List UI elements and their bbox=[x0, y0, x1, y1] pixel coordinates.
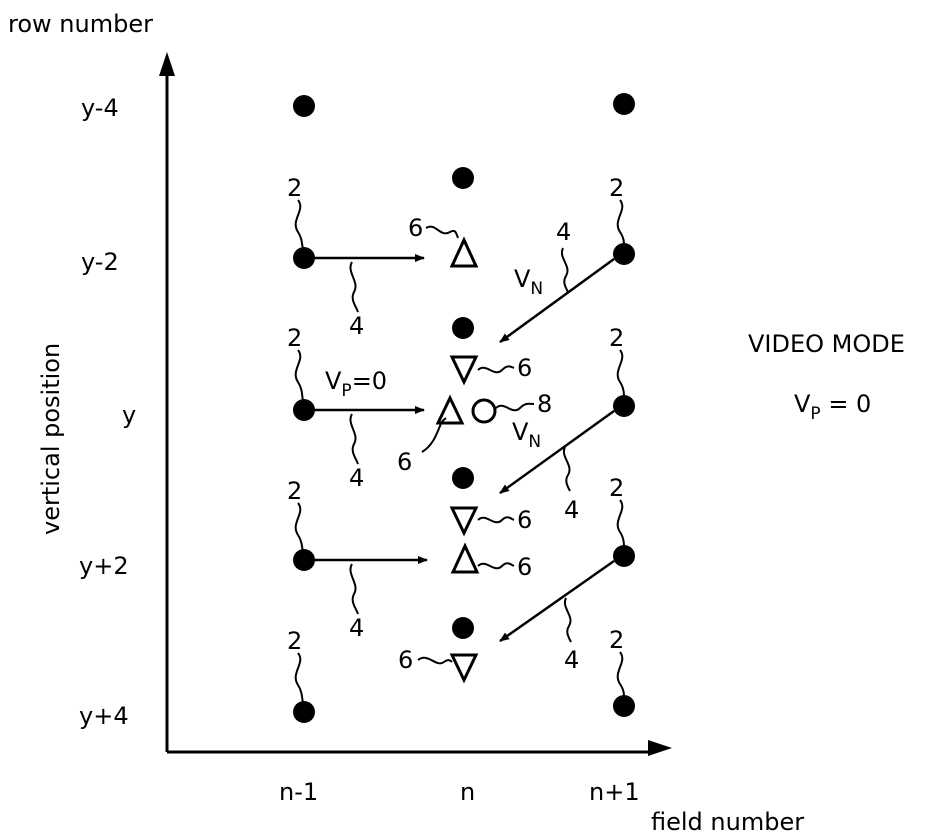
triangle-up-icon bbox=[435, 394, 465, 425]
field-n-1-pixels bbox=[293, 95, 315, 723]
y-axis-arrowhead bbox=[159, 52, 175, 76]
leader-line bbox=[616, 651, 625, 699]
pixel-dot bbox=[613, 695, 635, 717]
row-label-y: y bbox=[122, 401, 136, 429]
ref-numeral-4: 4 bbox=[564, 496, 579, 524]
backward-vector-arrow bbox=[499, 559, 615, 643]
triangle-down-icon bbox=[449, 653, 479, 684]
ref-numeral-2: 2 bbox=[609, 174, 624, 202]
ref-numeral-2: 2 bbox=[287, 324, 302, 352]
leader-line bbox=[349, 413, 359, 465]
ref-numeral-6: 6 bbox=[517, 506, 532, 534]
pixel-dot bbox=[293, 247, 315, 269]
triangle-up-icon bbox=[449, 236, 479, 268]
ref-numeral-2: 2 bbox=[287, 174, 302, 202]
leader-line bbox=[477, 562, 515, 570]
video-mode-title: VIDEO MODE bbox=[748, 330, 905, 358]
ref-numeral-8: 8 bbox=[537, 390, 552, 418]
field-n+1-pixels bbox=[613, 93, 635, 717]
leader-line bbox=[349, 563, 359, 615]
field-label-n+1: n+1 bbox=[589, 778, 640, 806]
leader-line bbox=[562, 446, 571, 492]
vertical-position-label: vertical position bbox=[37, 343, 65, 535]
leader-line bbox=[477, 516, 515, 524]
pixel-dot bbox=[613, 93, 635, 115]
x-axis-arrowhead bbox=[648, 740, 672, 756]
leader-line bbox=[616, 199, 625, 247]
pixel-dot bbox=[293, 399, 315, 421]
ref-numeral-4: 4 bbox=[349, 614, 364, 642]
pixel-dot bbox=[293, 95, 315, 117]
pixel-dot bbox=[452, 467, 474, 489]
vn-label-upper: VN bbox=[514, 265, 543, 299]
pixel-dot bbox=[613, 395, 635, 417]
field-label-n: n bbox=[460, 778, 475, 806]
leader-line bbox=[560, 247, 569, 293]
leader-line bbox=[294, 652, 304, 705]
pixel-dot bbox=[452, 617, 474, 639]
leader-lines bbox=[294, 199, 625, 705]
ref-numeral-4: 4 bbox=[349, 464, 364, 492]
vp-label: VP=0 bbox=[325, 367, 387, 401]
pixel-dot bbox=[293, 701, 315, 723]
pixel-dot bbox=[293, 549, 315, 571]
leader-line bbox=[294, 349, 304, 403]
leader-line bbox=[563, 597, 572, 643]
x-axis-title: field number bbox=[651, 808, 804, 836]
pixel-dot bbox=[452, 317, 474, 339]
ref-numeral-4: 4 bbox=[349, 312, 364, 340]
ref-numeral-2: 2 bbox=[609, 626, 624, 654]
field-label-n-1: n-1 bbox=[279, 778, 318, 806]
ref-numeral-2: 2 bbox=[609, 474, 624, 502]
leader-line bbox=[477, 365, 515, 374]
leader-line bbox=[616, 349, 625, 399]
ref-numeral-2: 2 bbox=[609, 324, 624, 352]
ref-numeral-6: 6 bbox=[398, 646, 413, 674]
row-label-y+4: y+4 bbox=[79, 702, 129, 730]
backward-vector-arrow bbox=[499, 409, 615, 495]
row-label-y-4: y-4 bbox=[81, 94, 119, 122]
ref-numeral-4: 4 bbox=[556, 218, 571, 246]
pixel-dot bbox=[613, 545, 635, 567]
vp-equation: VP = 0 bbox=[794, 390, 871, 424]
row-label-y-2: y-2 bbox=[81, 248, 119, 276]
y-axis-title: row number bbox=[8, 10, 153, 38]
ref-numeral-2: 2 bbox=[287, 627, 302, 655]
ref-numeral-6: 6 bbox=[517, 553, 532, 581]
triangle-down-icon bbox=[449, 506, 479, 537]
ref-numeral-6: 6 bbox=[408, 214, 423, 242]
pixel-dot bbox=[452, 167, 474, 189]
leader-line bbox=[417, 656, 453, 665]
row-label-y+2: y+2 bbox=[79, 552, 129, 580]
triangle-down-icon bbox=[449, 355, 479, 386]
vn-label-lower: VN bbox=[512, 418, 541, 452]
leader-line bbox=[421, 417, 447, 453]
ref-numeral-6: 6 bbox=[517, 354, 532, 382]
triangle-up-icon bbox=[450, 542, 480, 574]
ref-numeral-4: 4 bbox=[564, 646, 579, 674]
field-n-pixels bbox=[452, 167, 474, 639]
ref-numeral-6: 6 bbox=[397, 448, 412, 476]
output-pixel-circle-icon bbox=[471, 398, 497, 424]
leader-line bbox=[294, 199, 304, 251]
leader-line bbox=[495, 402, 535, 412]
leader-line bbox=[294, 502, 304, 554]
leader-line bbox=[425, 225, 459, 239]
leader-line bbox=[616, 499, 625, 549]
pixel-dot bbox=[613, 243, 635, 265]
leader-line bbox=[349, 261, 359, 313]
backward-vector-arrow bbox=[499, 257, 615, 344]
ref-numeral-2: 2 bbox=[287, 477, 302, 505]
